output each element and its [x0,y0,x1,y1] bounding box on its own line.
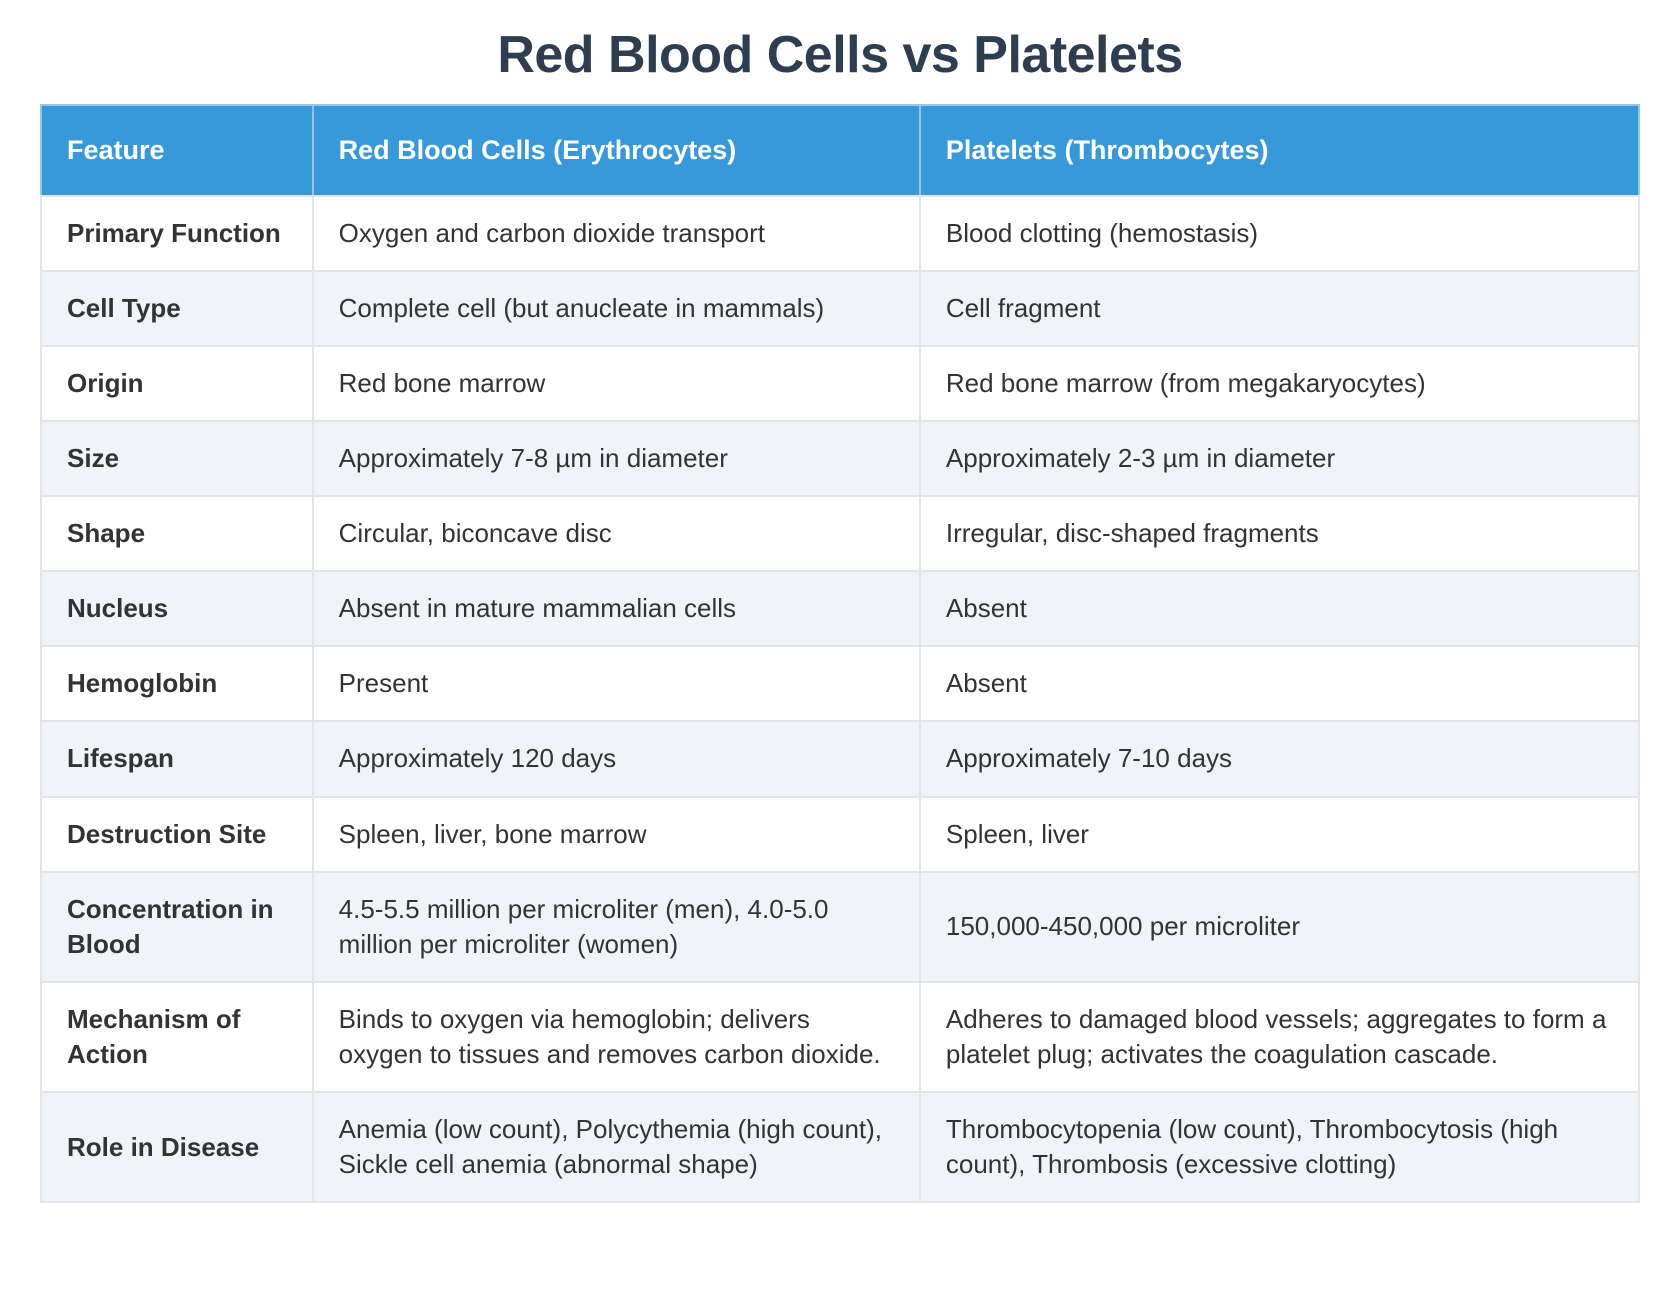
table-row: Shape Circular, biconcave disc Irregular… [40,495,1641,573]
feature-cell: Concentration in Blood [40,870,314,983]
page-title: Red Blood Cells vs Platelets [497,26,1183,84]
feature-cell: Destruction Site [40,795,314,873]
table-row: Role in Disease Anemia (low count), Poly… [40,1091,1641,1204]
rbc-cell: Circular, biconcave disc [311,495,921,573]
rbc-cell: Present [311,645,921,723]
table-row: Lifespan Approximately 120 days Approxim… [40,720,1641,798]
feature-cell: Hemoglobin [40,645,314,723]
rbc-cell: Absent in mature mammalian cells [311,570,921,648]
column-header-platelets: Platelets (Thrombocytes) [918,104,1641,197]
feature-cell: Size [40,420,314,498]
table-row: Concentration in Blood 4.5-5.5 million p… [40,870,1641,983]
rbc-cell: 4.5-5.5 million per microliter (men), 4.… [311,870,921,983]
rbc-cell: Complete cell (but anucleate in mammals) [311,269,921,348]
platelets-cell: Irregular, disc-shaped fragments [918,495,1641,573]
platelets-cell: Approximately 2-3 µm in diameter [918,420,1641,498]
feature-cell: Primary Function [40,194,314,272]
column-header-feature: Feature [40,104,314,197]
platelets-cell: Thrombocytopenia (low count), Thrombocyt… [918,1091,1641,1204]
feature-cell: Mechanism of Action [40,980,314,1094]
feature-cell: Nucleus [40,570,314,648]
platelets-cell: Absent [918,645,1641,723]
rbc-cell: Approximately 7-8 µm in diameter [311,420,921,498]
rbc-cell: Anemia (low count), Polycythemia (high c… [311,1091,921,1204]
feature-cell: Shape [40,495,314,573]
platelets-cell: Spleen, liver [918,795,1641,873]
feature-cell: Role in Disease [40,1091,314,1204]
rbc-cell: Red bone marrow [311,345,921,423]
table-row: Cell Type Complete cell (but anucleate i… [40,269,1641,348]
table-row: Destruction Site Spleen, liver, bone mar… [40,795,1641,873]
header-row: Feature Red Blood Cells (Erythrocytes) P… [40,104,1641,197]
platelets-cell: Cell fragment [918,269,1641,348]
platelets-cell: Red bone marrow (from megakaryocytes) [918,345,1641,423]
feature-cell: Lifespan [40,720,314,798]
platelets-cell: Approximately 7-10 days [918,720,1641,798]
table-row: Primary Function Oxygen and carbon dioxi… [40,194,1641,272]
rbc-cell: Oxygen and carbon dioxide transport [311,194,921,272]
table-row: Nucleus Absent in mature mammalian cells… [40,570,1641,648]
rbc-cell: Approximately 120 days [311,720,921,798]
feature-cell: Origin [40,345,314,423]
platelets-cell: Absent [918,570,1641,648]
rbc-cell: Binds to oxygen via hemoglobin; delivers… [311,980,921,1094]
platelets-cell: Adheres to damaged blood vessels; aggreg… [918,980,1641,1094]
table-row: Mechanism of Action Binds to oxygen via … [40,980,1641,1094]
platelets-cell: 150,000-450,000 per microliter [918,870,1641,983]
column-header-rbc: Red Blood Cells (Erythrocytes) [311,104,921,197]
rbc-cell: Spleen, liver, bone marrow [311,795,921,873]
page: Red Blood Cells vs Platelets Feature Red… [0,24,1680,1243]
table-row: Origin Red bone marrow Red bone marrow (… [40,345,1641,423]
platelets-cell: Blood clotting (hemostasis) [918,194,1641,272]
comparison-table: Feature Red Blood Cells (Erythrocytes) P… [40,104,1641,1204]
table-row: Size Approximately 7-8 µm in diameter Ap… [40,420,1641,498]
table-row: Hemoglobin Present Absent [40,645,1641,723]
feature-cell: Cell Type [40,269,314,348]
